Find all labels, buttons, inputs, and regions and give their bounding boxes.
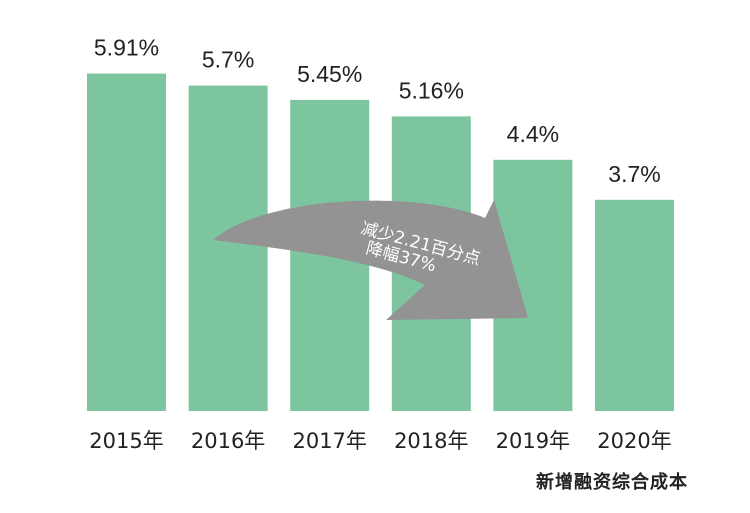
chart-caption: 新增融资综合成本 [536,472,688,493]
decrease-arrow-annotation: 减少2.21百分点 降幅37% [213,200,528,320]
x-tick-label-4: 2019年 [496,429,570,453]
value-label-1: 5.7% [202,47,254,73]
value-label-0: 5.91% [94,35,159,61]
bar-0 [87,73,166,411]
bar-1 [188,85,268,411]
decrease-arrow [213,200,528,320]
x-tick-label-3: 2018年 [394,429,468,453]
x-tick-label-2: 2017年 [292,429,366,453]
x-axis-labels: 2015年 2016年 2017年 2018年 2019年 2020年 [89,429,671,453]
value-labels-group: 5.91% 5.7% 5.45% 5.16% 4.4% 3.7% [94,35,661,187]
x-tick-label-1: 2016年 [191,429,265,453]
value-label-2: 5.45% [297,61,362,87]
value-label-4: 4.4% [507,121,559,147]
x-tick-label-5: 2020年 [597,429,671,453]
x-tick-label-0: 2015年 [89,429,163,453]
value-label-3: 5.16% [399,77,464,103]
value-label-5: 3.7% [608,161,660,187]
bar-5 [595,199,674,411]
